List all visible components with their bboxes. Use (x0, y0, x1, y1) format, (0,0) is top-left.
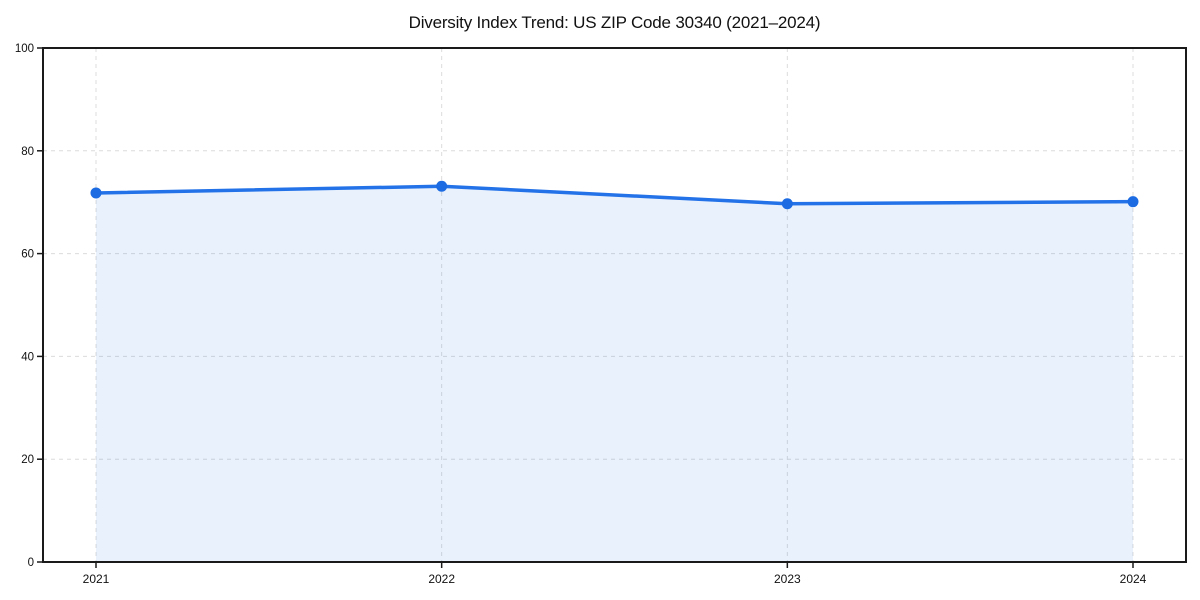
ytick-label-20: 20 (21, 454, 34, 466)
ytick-label-100: 100 (15, 43, 34, 55)
ytick-label-0: 0 (28, 557, 34, 569)
trend-line (94, 184, 1135, 206)
xtick-label-2024: 2024 (1120, 572, 1147, 586)
chart-title: Diversity Index Trend: US ZIP Code 30340… (408, 13, 821, 32)
xtick-label-2022: 2022 (428, 572, 455, 586)
area-fill (96, 186, 1133, 563)
ytick-label-40: 40 (21, 351, 34, 363)
xtick-label-2021: 2021 (83, 572, 110, 586)
ytick-label-60: 60 (21, 249, 34, 261)
data-point-2023 (781, 198, 793, 210)
xtick-label-2023: 2023 (774, 572, 801, 586)
data-point-2024 (1127, 196, 1139, 208)
data-point-2021 (90, 187, 102, 199)
data-point-2022 (436, 180, 448, 192)
plot-frame (42, 47, 1187, 563)
ytick-label-80: 80 (21, 146, 34, 158)
